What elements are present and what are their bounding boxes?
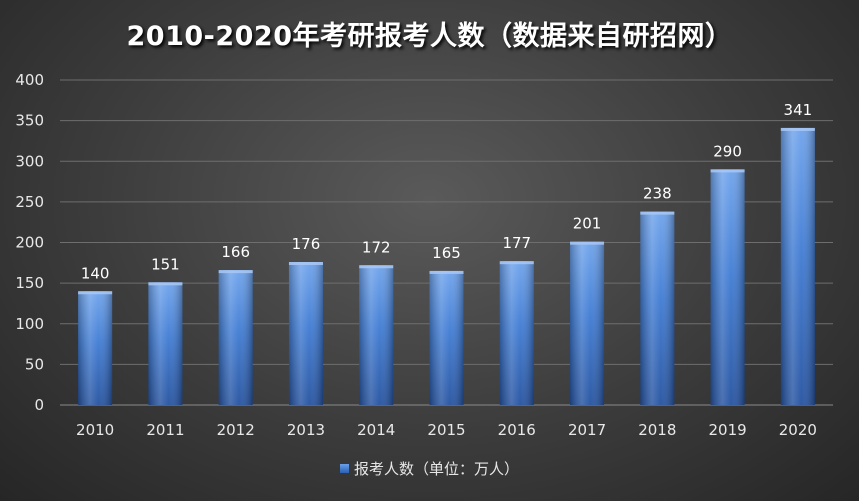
x-tick-label: 2011 — [146, 421, 184, 439]
bar-cap — [570, 241, 605, 245]
bar-cap — [499, 261, 534, 265]
x-tick-label: 2019 — [708, 421, 746, 439]
y-tick-label: 400 — [15, 71, 44, 89]
bar-highlight — [499, 261, 534, 405]
data-label: 140 — [81, 264, 110, 282]
x-tick-label: 2010 — [76, 421, 114, 439]
bar-highlight — [78, 291, 113, 405]
data-label: 151 — [151, 255, 180, 273]
bar-cap — [640, 211, 675, 215]
x-tick-label: 2020 — [779, 421, 817, 439]
bar-highlight — [288, 262, 323, 405]
bar-highlight — [780, 127, 815, 405]
bar-cap — [148, 282, 183, 286]
bar-highlight — [570, 241, 605, 405]
bar-cap — [780, 127, 815, 131]
x-tick-label: 2014 — [357, 421, 395, 439]
x-tick-label: 2012 — [217, 421, 255, 439]
x-tick-label: 2016 — [498, 421, 536, 439]
bar-cap — [429, 270, 464, 274]
bar-cap — [710, 169, 745, 173]
x-tick-label: 2018 — [638, 421, 676, 439]
bar-highlight — [710, 169, 745, 405]
data-label: 165 — [432, 244, 461, 262]
y-tick-label: 150 — [15, 274, 44, 292]
data-label: 201 — [573, 215, 602, 233]
bar-highlight — [359, 265, 394, 405]
bar-cap — [78, 291, 113, 295]
y-tick-label: 100 — [15, 315, 44, 333]
bar-highlight — [218, 270, 253, 405]
data-label: 176 — [292, 235, 321, 253]
data-label: 290 — [713, 142, 742, 160]
bar-highlight — [429, 270, 464, 405]
x-tick-label: 2013 — [287, 421, 325, 439]
legend-swatch — [339, 464, 349, 473]
bar-cap — [288, 262, 323, 265]
bar-highlight — [148, 282, 183, 405]
data-label: 341 — [784, 101, 813, 119]
x-tick-label: 2015 — [427, 421, 465, 439]
y-tick-label: 0 — [34, 396, 44, 414]
bar-highlight — [640, 211, 675, 405]
y-tick-label: 250 — [15, 193, 44, 211]
chart-legend: 报考人数（单位：万人） — [0, 458, 859, 479]
bar-cap — [218, 270, 253, 274]
chart-title: 2010-2020年考研报考人数（数据来自研招网） — [126, 21, 733, 52]
y-tick-label: 50 — [25, 355, 44, 373]
x-tick-label: 2017 — [568, 421, 606, 439]
data-label: 177 — [502, 234, 531, 252]
legend-label: 报考人数（单位：万人） — [353, 460, 519, 478]
bar-cap — [359, 265, 394, 269]
y-tick-label: 350 — [15, 112, 44, 130]
data-label: 238 — [643, 185, 672, 203]
data-label: 172 — [362, 238, 391, 256]
y-tick-label: 200 — [15, 234, 44, 252]
data-label: 166 — [221, 243, 250, 261]
y-tick-label: 300 — [15, 152, 44, 170]
